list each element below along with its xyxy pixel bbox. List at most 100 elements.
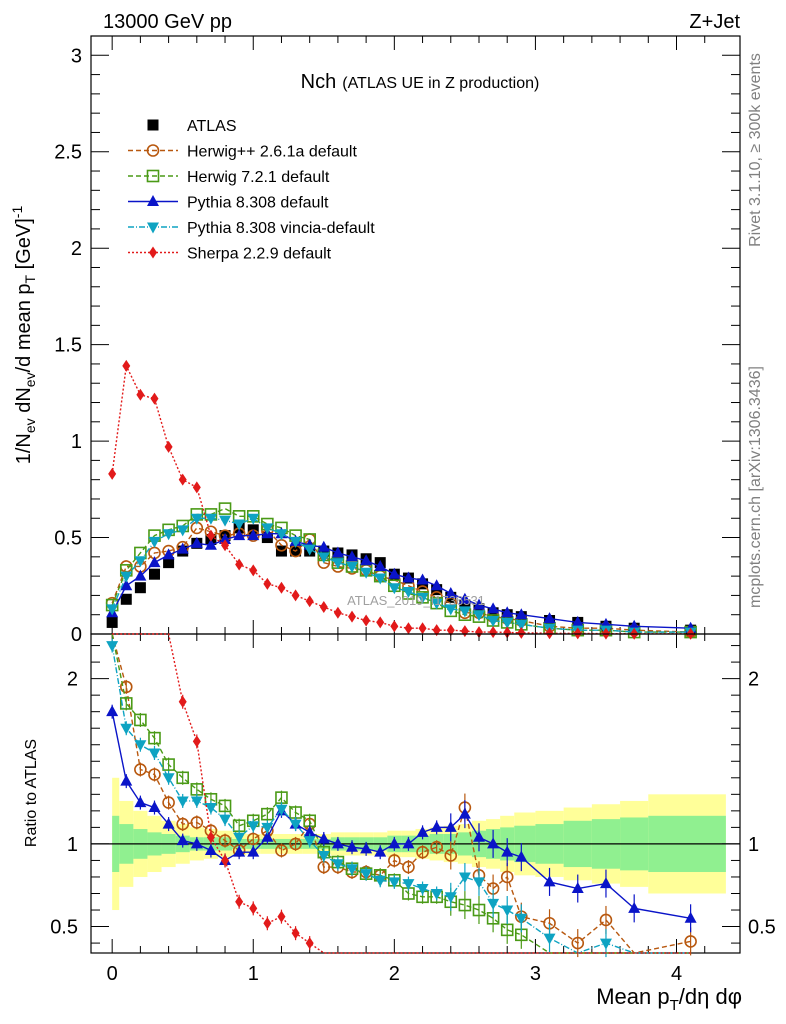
- ratio-point: [192, 735, 201, 748]
- ratio-point: [543, 933, 556, 945]
- ratio-point: [162, 773, 175, 785]
- series-5: [108, 359, 695, 640]
- data-point: [446, 624, 455, 637]
- data-point: [571, 615, 584, 627]
- legend-label: Pythia 8.308 vincia-default: [187, 220, 375, 237]
- ratio-point: [218, 834, 232, 847]
- ratio-point: [402, 837, 415, 849]
- data-point: [319, 600, 328, 613]
- legend-item: Herwig++ 2.6.1a default: [128, 144, 357, 161]
- ratio-point: [402, 879, 415, 891]
- ratio-point: [303, 836, 316, 848]
- ratio-series-3: [106, 638, 691, 958]
- ratio-point: [119, 697, 133, 710]
- data-point: [472, 610, 485, 622]
- chart-subtitle: (ATLAS UE in Z production): [342, 75, 539, 92]
- legend-item: Sherpa 2.2.9 default: [128, 246, 332, 263]
- ratio-series-1: [111, 633, 691, 954]
- data-point: [106, 616, 118, 628]
- data-point: [218, 502, 232, 515]
- ratio-point: [247, 845, 260, 857]
- series-4: [106, 513, 697, 639]
- data-point: [178, 473, 187, 486]
- ratio-point: [120, 723, 133, 735]
- ratio-point: [571, 936, 585, 950]
- ratio-point: [303, 825, 316, 837]
- ratio-point: [134, 740, 147, 752]
- data-point: [404, 622, 413, 635]
- ratio-point: [388, 837, 401, 849]
- data-point: [489, 626, 498, 639]
- ratio-point: [571, 882, 584, 894]
- ratio-point: [515, 913, 528, 925]
- data-point: [317, 540, 330, 552]
- y-tick-label-main: 0: [71, 624, 82, 646]
- series-0: [106, 522, 697, 636]
- legend-label: Herwig++ 2.6.1a default: [187, 144, 357, 161]
- ratio-point: [684, 935, 697, 948]
- ratio-point: [346, 864, 359, 876]
- data-point: [291, 589, 300, 602]
- data-point: [458, 606, 471, 618]
- data-point: [362, 614, 371, 627]
- ratio-series-2: [106, 704, 697, 933]
- ratio-line: [111, 633, 691, 954]
- series-line: [111, 517, 691, 633]
- ratio-point: [289, 819, 302, 831]
- data-point: [261, 523, 274, 535]
- ratio-point: [458, 898, 472, 912]
- chart-title: Nch: [301, 71, 337, 93]
- series-line: [111, 507, 691, 633]
- legend-label: Herwig 7.2.1 default: [187, 169, 330, 186]
- ratio-point: [472, 877, 485, 889]
- ratio-point: [148, 801, 161, 813]
- ratio-point: [134, 796, 147, 808]
- data-point: [219, 515, 232, 527]
- data-point: [108, 467, 117, 480]
- data-point: [219, 532, 232, 544]
- data-point: [331, 558, 344, 570]
- x-tick-label: 0: [107, 963, 118, 985]
- ratio-point: [162, 796, 175, 809]
- analysis-watermark: ATLAS_2019_I1736531: [347, 593, 485, 608]
- data-point: [148, 568, 160, 580]
- data-point: [247, 529, 260, 541]
- ratio-point: [458, 807, 471, 819]
- ratio-point: [543, 875, 556, 887]
- data-point: [487, 602, 500, 614]
- data-point: [402, 571, 415, 583]
- ratio-point: [472, 830, 485, 842]
- data-point: [162, 529, 175, 541]
- data-point: [487, 615, 500, 627]
- ratio-point: [487, 837, 500, 849]
- ratio-point: [331, 859, 344, 871]
- data-point: [233, 529, 246, 541]
- legend-marker: [147, 222, 159, 234]
- ratio-point: [204, 844, 217, 856]
- data-point: [444, 604, 457, 616]
- y-axis-label-main: 1/Nev dNev/d mean pT [GeV]-1: [9, 206, 38, 465]
- ratio-point: [444, 892, 457, 904]
- y-tick-label-ratio-right: 0.5: [748, 917, 776, 939]
- data-point: [122, 359, 131, 372]
- ratio-point: [176, 817, 190, 831]
- ratio-point: [218, 799, 232, 813]
- mcplots-label: mcplots.cern.ch [arXiv:1306.3436]: [747, 366, 764, 608]
- ratio-point: [599, 938, 612, 950]
- data-point: [346, 550, 359, 562]
- ratio-point: [261, 830, 274, 842]
- header-right-label: Z+Jet: [689, 11, 740, 33]
- y-tick-label-main: 1.5: [54, 335, 82, 357]
- data-point: [517, 626, 526, 639]
- ratio-point: [190, 796, 203, 808]
- ratio-point: [317, 850, 330, 862]
- ratio-frame: [90, 633, 741, 954]
- data-point: [106, 604, 119, 616]
- ratio-point: [148, 748, 161, 760]
- ratio-point: [162, 758, 175, 771]
- ratio-point: [374, 845, 387, 857]
- legend-marker: [149, 246, 157, 259]
- chart-title-group: Nch (ATLAS UE in Z production): [301, 71, 540, 93]
- data-point: [204, 513, 217, 525]
- ratio-point: [305, 937, 314, 950]
